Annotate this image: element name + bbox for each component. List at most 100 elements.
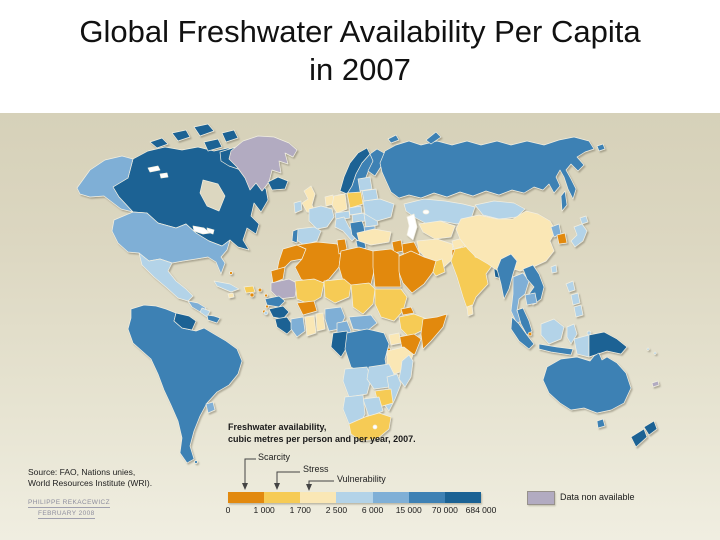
region-gabon-congo	[330, 330, 350, 358]
region-trinidad	[263, 310, 269, 316]
region-western-sahara	[270, 266, 286, 284]
region-madagascar	[398, 354, 414, 388]
legend-tick-labels: 0 1 000 1 700 2 500 6 000 15 000 70 000 684 000	[225, 505, 497, 517]
region-sakhalin	[560, 190, 568, 212]
region-oman	[432, 258, 446, 277]
region-taiwan	[550, 264, 558, 274]
legend-marker-vulnerability: Vulnerability	[337, 474, 386, 484]
world-map-panel	[0, 113, 720, 540]
region-japan	[570, 215, 589, 248]
region-ireland	[293, 200, 303, 214]
region-mexico	[138, 252, 194, 302]
region-angola	[342, 366, 372, 398]
region-togo-benin	[315, 312, 326, 332]
region-turkey	[356, 228, 392, 246]
region-malaysia	[516, 307, 533, 336]
region-iceland	[267, 176, 289, 191]
legend-bar-segment	[264, 492, 301, 503]
region-botswana	[362, 396, 384, 418]
source-line-2: World Resources Institute (WRI).	[28, 478, 153, 488]
no-data-swatch	[527, 491, 555, 505]
aral-sea	[422, 209, 430, 215]
region-eritrea	[400, 306, 415, 316]
legend-bar-segment	[228, 492, 265, 503]
region-south-africa	[348, 412, 392, 442]
region-finland	[367, 148, 385, 177]
region-egypt	[372, 248, 402, 288]
region-sri-lanka	[466, 304, 474, 317]
region-mongolia	[474, 200, 526, 220]
region-cape-verde	[249, 292, 255, 298]
region-hispaniola	[243, 285, 256, 294]
map-legend-title: Freshwater availability, cubic metres pe…	[228, 422, 416, 445]
legend-title-line-2: cubic metres per person and per year, 20…	[228, 433, 416, 444]
legend-tick: 2 500	[325, 505, 348, 515]
region-lesotho	[372, 424, 378, 430]
source-note: Source: FAO, Nations unies, World Resour…	[28, 467, 152, 489]
region-poland	[346, 191, 364, 209]
region-mali	[294, 278, 325, 305]
legend-tick: 6 000	[361, 505, 384, 515]
legend-tick: 0	[225, 505, 231, 515]
region-ukraine	[362, 198, 395, 222]
region-baltics	[357, 176, 373, 192]
region-tasmania	[596, 418, 606, 429]
region-philippines	[565, 280, 584, 318]
legend-color-bar	[228, 492, 481, 503]
region-niger	[323, 278, 352, 304]
legend-bar-segment	[408, 492, 445, 503]
region-italy	[334, 216, 357, 242]
legend-tick: 684 000	[465, 505, 497, 515]
region-novaya-zemlya	[425, 131, 442, 145]
region-france	[308, 205, 335, 230]
region-senegal	[264, 295, 286, 308]
credit-date: FEBRUARY 2008	[38, 510, 95, 519]
region-sumatra	[510, 316, 535, 350]
region-russia	[379, 136, 595, 200]
region-alaska	[76, 155, 134, 213]
region-falkland	[194, 460, 198, 464]
region-ethiopia	[398, 313, 428, 338]
region-uruguay	[205, 401, 216, 414]
caspian-sea	[406, 213, 418, 241]
region-ivory-coast	[290, 316, 306, 338]
region-west-papua	[573, 334, 590, 358]
region-china	[455, 210, 557, 272]
hudson-bay	[199, 179, 226, 212]
legend-tick: 15 000	[395, 505, 422, 515]
legend-title-line-1: Freshwater availability,	[228, 422, 327, 432]
region-libya	[338, 246, 376, 290]
region-guyanas	[173, 312, 197, 331]
region-new-caledonia	[651, 380, 660, 388]
region-central-african-republic	[348, 314, 378, 332]
pacific-islands	[646, 347, 657, 355]
region-somalia	[420, 313, 448, 350]
region-guinea	[268, 305, 290, 320]
region-panama	[206, 314, 221, 324]
region-iran	[416, 238, 456, 268]
legend-bar-segment	[336, 492, 373, 503]
page-title: Global Freshwater Availability Per Capit…	[0, 13, 720, 89]
region-java	[538, 343, 574, 356]
arctic-islands	[387, 134, 606, 152]
world-map	[76, 123, 660, 464]
region-arabian-peninsula	[396, 250, 437, 294]
legend-bar-segment	[372, 492, 409, 503]
legend-bar-segment	[300, 492, 337, 503]
region-greenland	[228, 135, 298, 192]
region-australia	[542, 352, 632, 414]
region-chad	[350, 282, 376, 315]
region-cuba	[213, 280, 240, 293]
region-south-korea	[556, 232, 568, 245]
region-myanmar	[496, 253, 518, 300]
region-jamaica	[227, 292, 235, 299]
legend-bar-segment	[444, 492, 481, 503]
region-portugal	[291, 228, 299, 244]
title-line-2: in 2007	[309, 52, 411, 87]
region-belarus	[361, 188, 379, 202]
title-line-1: Global Freshwater Availability Per Capit…	[79, 14, 641, 49]
source-line-1: Source: FAO, Nations unies,	[28, 467, 136, 477]
region-bahamas	[229, 271, 233, 275]
region-sudan	[374, 288, 408, 322]
